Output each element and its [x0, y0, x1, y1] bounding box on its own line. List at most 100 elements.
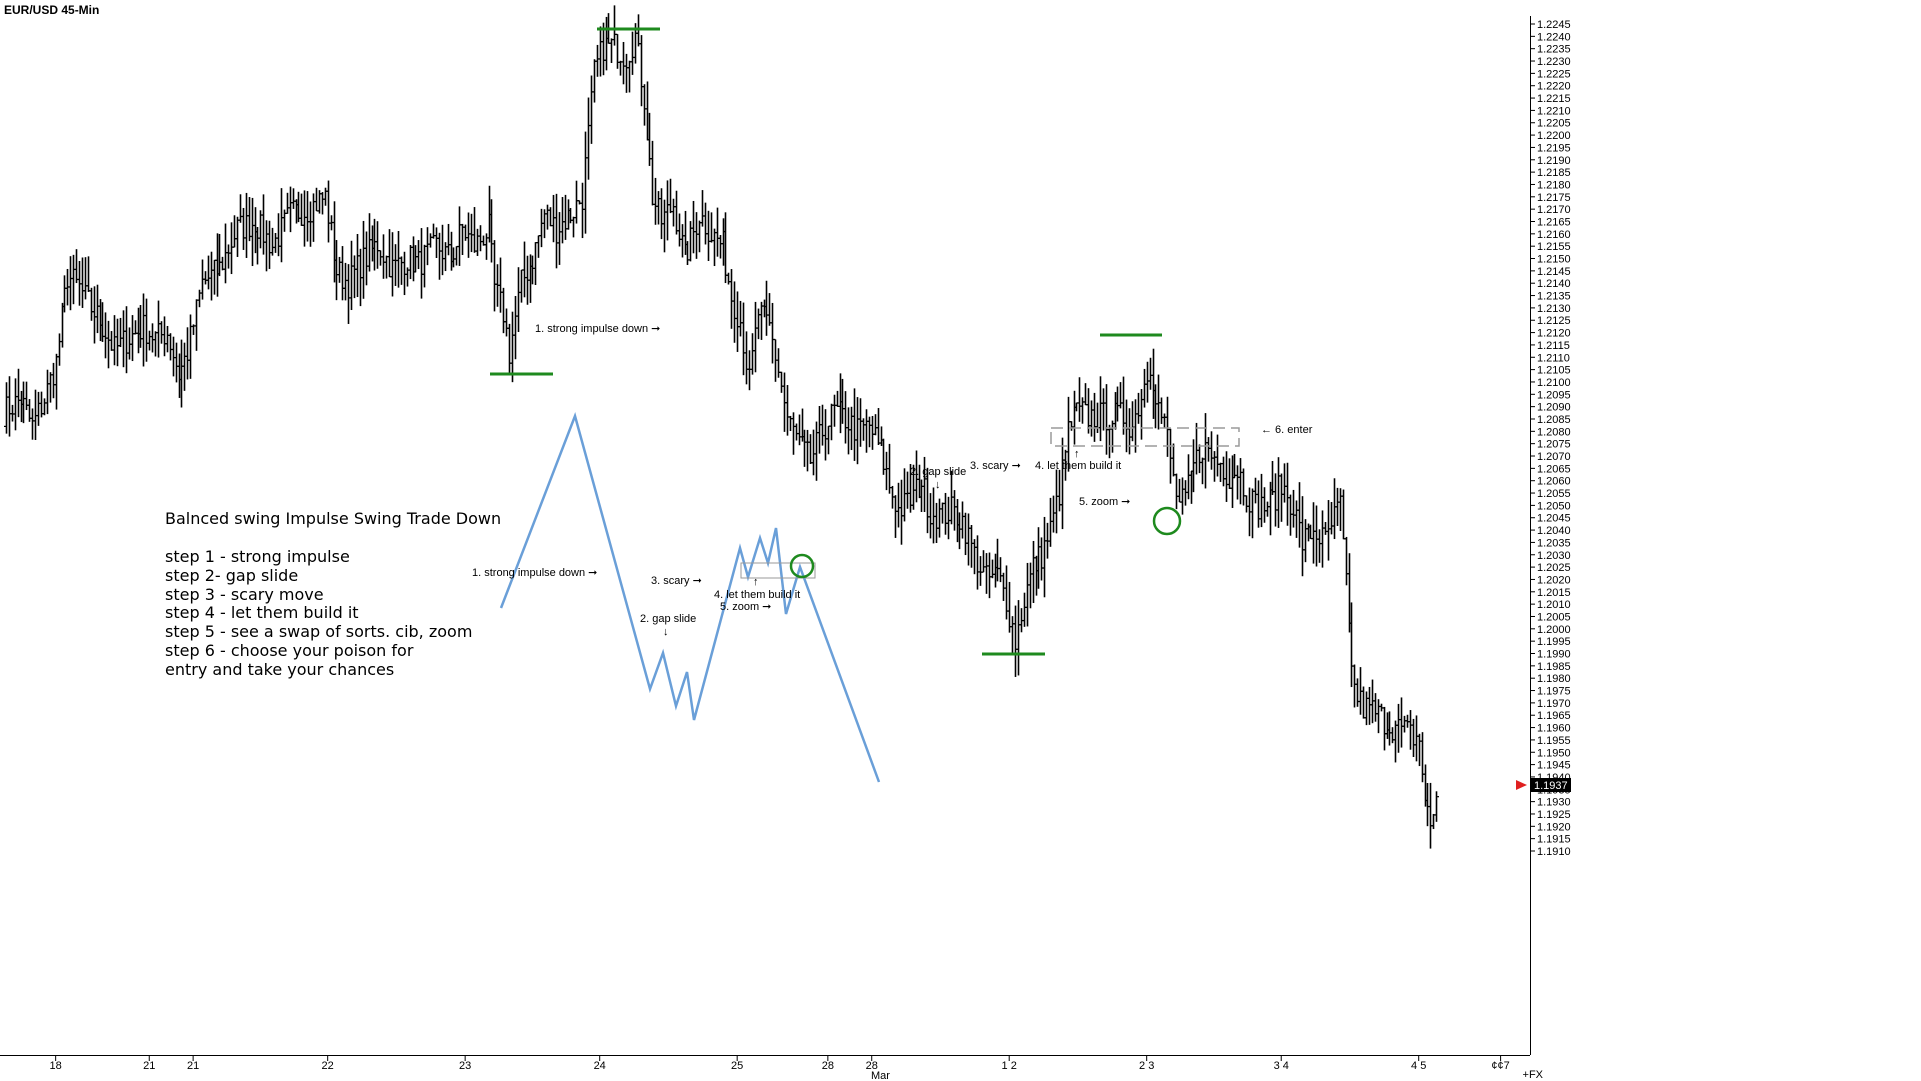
price-tick-label: 1.1965 — [1537, 710, 1571, 722]
price-tick-label: 1.2150 — [1537, 254, 1571, 266]
down-arrow-icon: ↓ — [935, 479, 941, 491]
price-tick-label: 1.2035 — [1537, 537, 1571, 549]
price-tick-label: 1.2195 — [1537, 142, 1571, 154]
price-tick-label: 1.1945 — [1537, 760, 1571, 772]
price-tick-label: 1.2000 — [1537, 624, 1571, 636]
price-tick-label: 1.2210 — [1537, 105, 1571, 117]
price-tick-label: 1.2220 — [1537, 81, 1571, 93]
time-tick-label: 28 — [822, 1060, 834, 1072]
ann-diag-let-build: 4. let them build it — [714, 589, 800, 601]
notes-heading: Balnced swing Impulse Swing Trade Down — [165, 509, 501, 528]
price-tick-label: 1.2085 — [1537, 414, 1571, 426]
price-tick-label: 1.2015 — [1537, 587, 1571, 599]
price-tick-label: 1.2185 — [1537, 167, 1571, 179]
price-tick-label: 1.2165 — [1537, 216, 1571, 228]
last-price-arrow-icon — [1516, 780, 1527, 790]
price-tick-label: 1.2045 — [1537, 513, 1571, 525]
price-tick-label: 1.2230 — [1537, 56, 1571, 68]
price-tick-label: 1.2215 — [1537, 93, 1571, 105]
price-tick-label: 1.2160 — [1537, 229, 1571, 241]
time-tick-label: 1 2 — [1002, 1060, 1017, 1072]
price-tick-label: 1.2095 — [1537, 389, 1571, 401]
price-tick-label: 1.1920 — [1537, 821, 1571, 833]
price-tick-label: 1.2075 — [1537, 439, 1571, 451]
time-tick-label: 21 — [187, 1060, 199, 1072]
price-tick-label: 1.2130 — [1537, 303, 1571, 315]
price-tick-label: 1.1915 — [1537, 834, 1571, 846]
price-tick-label: 1.2010 — [1537, 599, 1571, 611]
price-tick-label: 1.2145 — [1537, 266, 1571, 278]
notes-step: step 3 - scary move — [165, 585, 324, 604]
price-tick-label: 1.1990 — [1537, 649, 1571, 661]
time-tick-label: 22 — [322, 1060, 334, 1072]
price-tick-label: 1.2175 — [1537, 192, 1571, 204]
price-tick-label: 1.2065 — [1537, 463, 1571, 475]
price-tick-label: 1.2170 — [1537, 204, 1571, 216]
price-tick-label: 1.2125 — [1537, 315, 1571, 327]
price-tick-label: 1.2225 — [1537, 68, 1571, 80]
price-tick-label: 1.2050 — [1537, 500, 1571, 512]
price-tick-label: 1.2055 — [1537, 488, 1571, 500]
price-tick-label: 1.2235 — [1537, 44, 1571, 56]
notes-step: step 2- gap slide — [165, 566, 298, 585]
ohlc-bar — [1434, 791, 1439, 822]
ann-price-scary: 3. scary ➞ — [970, 460, 1021, 472]
price-tick-label: 1.1950 — [1537, 747, 1571, 759]
ann-price-let-build: 4. let them build it — [1035, 460, 1121, 472]
chart-title: EUR/USD 45-Min — [4, 3, 99, 17]
notes-step: entry and take your chances — [165, 660, 394, 679]
price-tick-label: 1.2105 — [1537, 365, 1571, 377]
time-tick-label: 18 — [50, 1060, 62, 1072]
time-tick-label: 2 3 — [1139, 1060, 1154, 1072]
price-tick-label: 1.2070 — [1537, 451, 1571, 463]
entry-zone-box — [1050, 427, 1240, 447]
price-tick-label: 1.2110 — [1537, 352, 1570, 364]
ann-diag-zoom: 5. zoom ➞ — [720, 601, 771, 613]
price-tick-label: 1.2120 — [1537, 328, 1571, 340]
ann-price-enter: ← 6. enter — [1261, 424, 1313, 436]
price-tick-label: 1.2030 — [1537, 550, 1571, 562]
time-tick-label: 21 — [143, 1060, 155, 1072]
price-tick-label: 1.2080 — [1537, 426, 1571, 438]
price-tick-label: 1.1985 — [1537, 661, 1571, 673]
price-tick-label: 1.1995 — [1537, 636, 1571, 648]
price-tick-label: 1.2135 — [1537, 291, 1571, 303]
last-price-marker: 1.1937 — [1516, 778, 1571, 792]
up-arrow-icon: ↑ — [1074, 448, 1080, 460]
time-tick-label: ¢¢7 — [1491, 1060, 1509, 1072]
entry-circle — [1152, 506, 1182, 536]
ann-price-gap-slide: 2. gap slide — [910, 466, 966, 478]
level-markers — [490, 27, 1162, 656]
last-price-value: 1.1937 — [1534, 780, 1568, 792]
price-tick-label: 1.1980 — [1537, 673, 1571, 685]
price-tick-label: 1.2020 — [1537, 574, 1571, 586]
price-tick-label: 1.1960 — [1537, 723, 1571, 735]
price-tick-label: 1.2240 — [1537, 31, 1571, 43]
up-arrow-icon: ↑ — [753, 576, 759, 588]
price-tick-label: 1.1955 — [1537, 735, 1571, 747]
ann-price-zoom: 5. zoom ➞ — [1079, 496, 1130, 508]
price-tick-label: 1.1930 — [1537, 797, 1571, 809]
price-tick-label: 1.2090 — [1537, 402, 1571, 414]
diagram-entry-circle — [789, 553, 815, 579]
down-arrow-icon: ↓ — [663, 626, 669, 638]
time-tick-label: 4 5 — [1411, 1060, 1426, 1072]
ann-diag-strong-impulse: 1. strong impulse down ➞ — [472, 567, 597, 579]
price-tick-label: 1.2205 — [1537, 118, 1571, 130]
price-tick-label: 1.2190 — [1537, 155, 1571, 167]
notes-step: step 5 - see a swap of sorts. cib, zoom — [165, 622, 472, 641]
price-tick-label: 1.2140 — [1537, 278, 1571, 290]
price-tick-label: 1.2025 — [1537, 562, 1571, 574]
price-tick-label: 1.2060 — [1537, 476, 1571, 488]
price-tick-label: 1.2200 — [1537, 130, 1571, 142]
ann-diag-scary: 3. scary ➞ — [651, 575, 702, 587]
price-tick-label: 1.2115 — [1537, 340, 1570, 352]
price-tick-label: 1.2245 — [1537, 19, 1571, 31]
price-tick-label: 1.1925 — [1537, 809, 1571, 821]
notes-step: step 1 - strong impulse — [165, 547, 350, 566]
price-tick-label: 1.1910 — [1537, 846, 1571, 858]
diagram-build-box — [740, 562, 816, 579]
strategy-notes: Balnced swing Impulse Swing Trade Down s… — [165, 509, 501, 679]
price-tick-label: 1.2100 — [1537, 377, 1571, 389]
